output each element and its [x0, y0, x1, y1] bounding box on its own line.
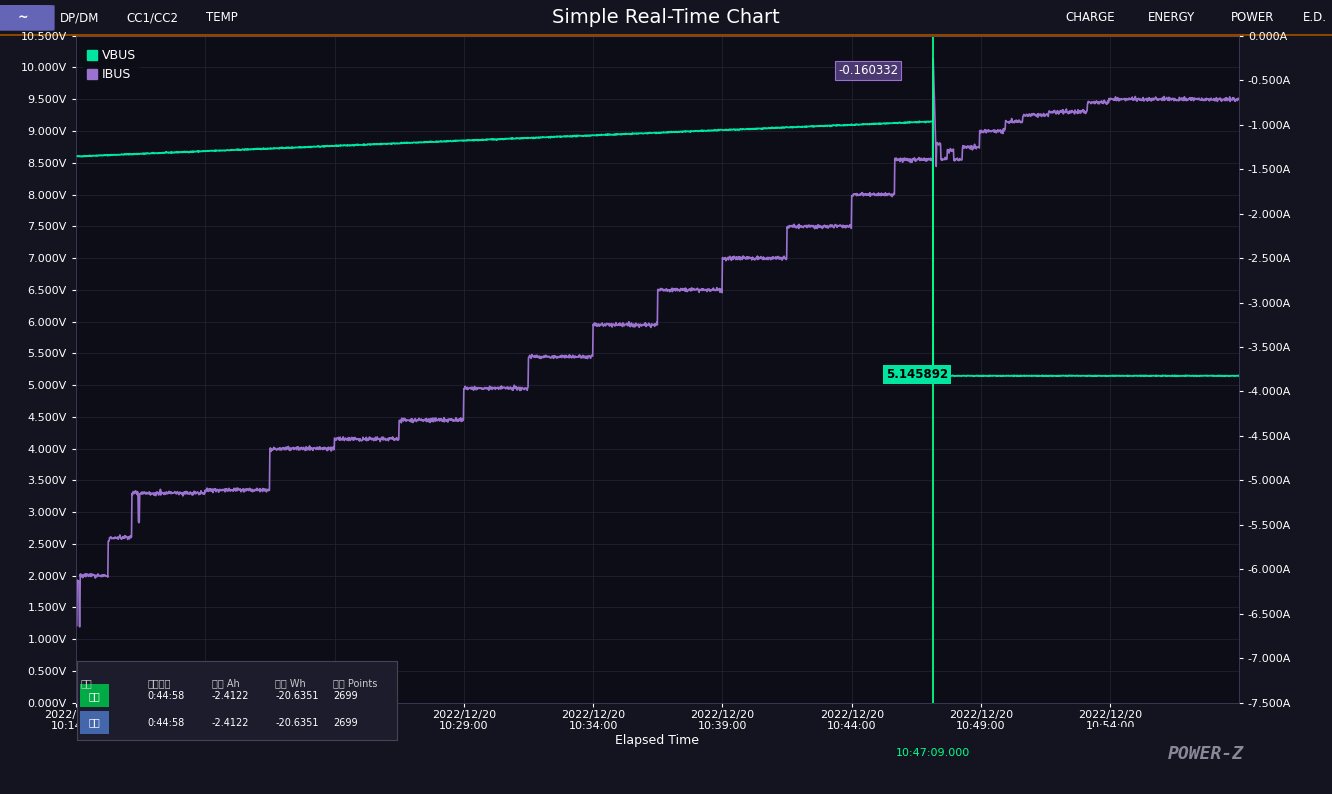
Text: CHARGE: CHARGE [1066, 11, 1115, 25]
FancyBboxPatch shape [80, 711, 109, 734]
Text: CC1/CC2: CC1/CC2 [127, 11, 178, 25]
Text: 5.145892: 5.145892 [886, 368, 948, 381]
Text: -20.6351: -20.6351 [276, 718, 318, 727]
Text: 计数 Points: 计数 Points [333, 678, 377, 688]
Text: -0.160332: -0.160332 [838, 64, 899, 77]
FancyBboxPatch shape [80, 684, 109, 707]
Text: -2.4122: -2.4122 [212, 718, 249, 727]
Legend: VBUS, IBUS: VBUS, IBUS [84, 45, 140, 85]
Text: 统计: 统计 [80, 678, 92, 688]
Text: POWER-Z: POWER-Z [1167, 746, 1244, 763]
FancyBboxPatch shape [0, 5, 55, 31]
Text: Simple Real-Time Chart: Simple Real-Time Chart [553, 9, 779, 27]
Text: ~: ~ [17, 11, 28, 25]
Text: -2.4122: -2.4122 [212, 692, 249, 701]
Text: ENERGY: ENERGY [1148, 11, 1195, 25]
X-axis label: Elapsed Time: Elapsed Time [615, 734, 699, 747]
Text: 10:47:09.000: 10:47:09.000 [896, 748, 970, 758]
Text: 2699: 2699 [333, 692, 357, 701]
Text: 容量 Ah: 容量 Ah [212, 678, 240, 688]
Text: E.D.: E.D. [1303, 11, 1327, 25]
Text: POWER: POWER [1231, 11, 1275, 25]
Text: 全部: 全部 [89, 692, 101, 701]
Text: 窗口: 窗口 [89, 718, 101, 727]
Text: -20.6351: -20.6351 [276, 692, 318, 701]
Text: DP/DM: DP/DM [60, 11, 100, 25]
Text: 0:44:58: 0:44:58 [148, 692, 185, 701]
Text: TEMP: TEMP [206, 11, 238, 25]
Text: 0:44:58: 0:44:58 [148, 718, 185, 727]
Text: 累计时间: 累计时间 [148, 678, 170, 688]
Text: 2699: 2699 [333, 718, 357, 727]
Text: 能量 Wh: 能量 Wh [276, 678, 306, 688]
